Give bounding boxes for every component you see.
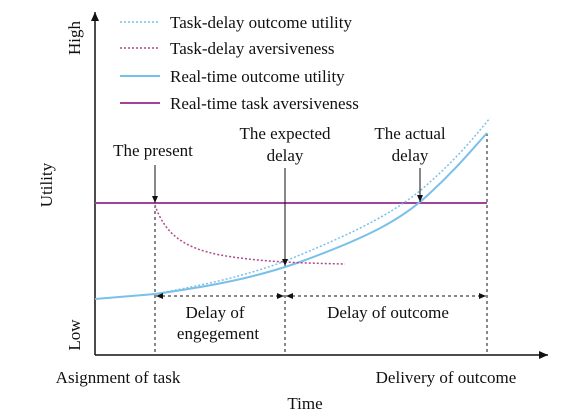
y-title: Utility bbox=[37, 162, 56, 207]
y-low-label: Low bbox=[65, 319, 84, 351]
x-title: Time bbox=[287, 394, 322, 413]
real-time-outcome-utility bbox=[94, 132, 488, 300]
task-delay-aversiveness bbox=[154, 204, 346, 265]
task-delay-outcome-utility bbox=[154, 117, 491, 295]
span-label: Delay of outcome bbox=[327, 303, 449, 322]
span-label: engegement bbox=[177, 324, 259, 343]
annotation: The expected bbox=[239, 124, 331, 143]
x-start-label: Asignment of task bbox=[56, 368, 181, 387]
legend-label: Task-delay aversiveness bbox=[170, 39, 335, 58]
y-high-label: High bbox=[65, 21, 84, 56]
legend-label: Real-time outcome utility bbox=[170, 67, 345, 86]
annotation: The actual bbox=[374, 124, 446, 143]
annotation: delay bbox=[392, 146, 429, 165]
legend-label: Task-delay outcome utility bbox=[170, 13, 352, 32]
x-end-label: Delivery of outcome bbox=[376, 368, 517, 387]
annotation: The present bbox=[113, 141, 193, 160]
legend-label: Real-time task aversiveness bbox=[170, 94, 359, 113]
annotation: delay bbox=[267, 146, 304, 165]
span-label: Delay of bbox=[185, 303, 244, 322]
